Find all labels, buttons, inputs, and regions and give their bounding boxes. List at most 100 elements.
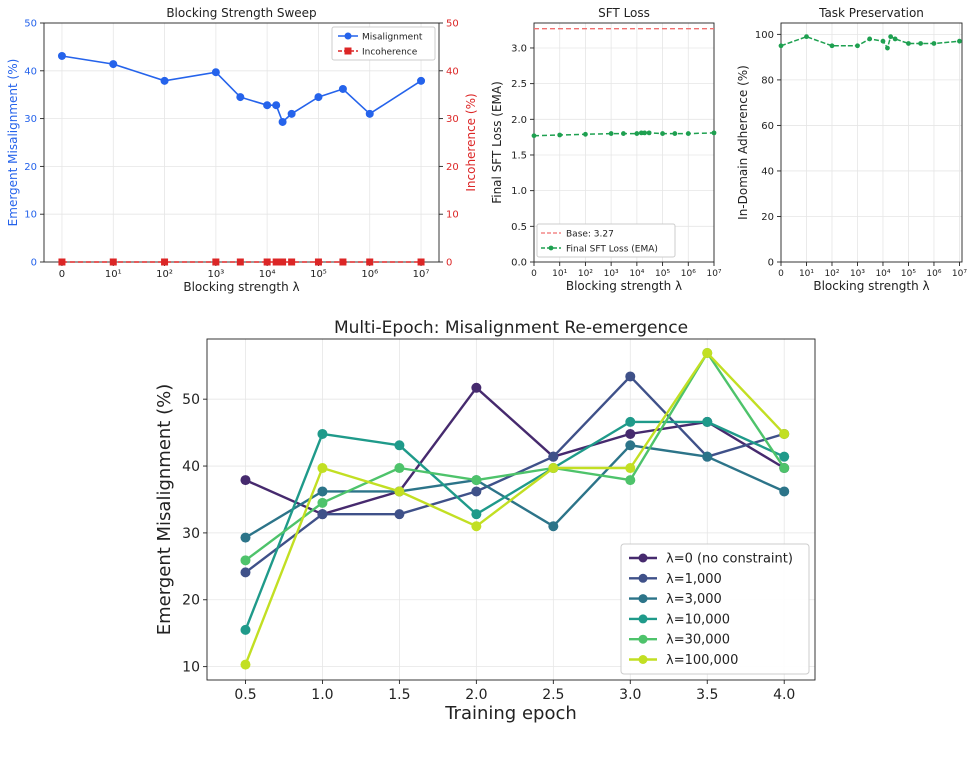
y-tick-label: 40 (182, 459, 200, 475)
series-point (317, 497, 328, 508)
series-point (702, 416, 713, 427)
task-panel: 0 10¹ 10² 10³ 10⁴ 10⁵ 10⁶ 10⁷ 0 20 40 60 80 100 Task P… (736, 6, 967, 293)
sft-loss-point (634, 131, 640, 136)
y-tick-label: 0 (31, 258, 37, 269)
sweep-panel: 0 10¹ 10² 10³ 10⁴ 10⁵ 10⁶ 10⁷ 0 10 20 30 40 50 Blockin… (6, 6, 478, 294)
legend-marker (638, 553, 648, 563)
legend-label: Final SFT Loss (EMA) (566, 245, 658, 255)
adherence-point (880, 38, 886, 44)
series-point (625, 463, 636, 474)
incoherence-point (272, 258, 280, 266)
x-tick-label: 10³ (207, 269, 224, 280)
y-tick-label: 10 (24, 210, 37, 221)
legend-marker (638, 594, 648, 604)
incoherence-point (339, 258, 347, 266)
series-point (548, 463, 559, 474)
series-point (779, 451, 790, 462)
adherence-point (778, 43, 784, 49)
legend-marker (638, 573, 648, 583)
x-tick-label: 10⁴ (259, 269, 276, 280)
x-tick-label: 10⁶ (361, 269, 378, 280)
incoherence-point (109, 258, 117, 266)
legend-label: λ=1,000 (666, 572, 722, 587)
legend-box (536, 223, 676, 258)
y-tick-label: 2.5 (511, 79, 527, 90)
y-axis-label: In-Domain Adherence (%) (736, 65, 750, 220)
legend-label: λ=30,000 (666, 633, 730, 648)
series-point (625, 428, 636, 439)
y-tick-label: 30 (182, 526, 200, 542)
adherence-point (957, 38, 962, 44)
x-tick-label: 10¹ (552, 269, 567, 279)
incoherence-point (236, 258, 244, 266)
x-tick-label: 10⁴ (875, 269, 890, 279)
x-tick-label: 10⁶ (926, 269, 941, 279)
x-tick-label: 10¹ (799, 269, 814, 279)
adherence-point (918, 41, 924, 46)
sft-loss-point (642, 130, 647, 136)
misalignment-point (278, 117, 287, 126)
y-tick-label: 10 (182, 660, 200, 676)
incoherence-point (366, 258, 374, 266)
x-tick-label: 0 (778, 269, 784, 279)
sft-loss-point (531, 133, 537, 139)
misalignment-point (338, 84, 347, 93)
x-tick-label: 10¹ (105, 269, 122, 280)
x-tick-label: 2.5 (542, 687, 564, 703)
y2-tick-label: 50 (446, 19, 459, 30)
legend-marker (548, 245, 554, 251)
y-tick-label: 3.0 (511, 43, 527, 54)
legend: Misalignment Incoherence (331, 26, 436, 61)
incoherence-point (263, 258, 271, 266)
chart-title: Task Preservation (818, 6, 924, 20)
series-point (471, 475, 482, 486)
legend-marker (344, 47, 352, 55)
x-tick-label: 10⁵ (310, 269, 327, 280)
series-point (625, 440, 636, 451)
x-tick-label: 4.0 (773, 687, 795, 703)
adherence-point (804, 34, 809, 40)
x-tick-label: 10⁷ (706, 269, 721, 279)
x-tick-label: 2.0 (465, 687, 487, 703)
y2-tick-label: 0 (446, 258, 452, 269)
legend: Base: 3.27 Final SFT Loss (EMA) (536, 223, 676, 258)
adherence-point (885, 45, 890, 51)
x-tick-label: 10⁵ (901, 269, 916, 279)
legend-label: λ=0 (no constraint) (666, 552, 793, 567)
x-tick-label: 10⁷ (952, 269, 967, 279)
misalignment-point (365, 109, 374, 118)
sft-loss-point (583, 131, 588, 137)
series-point (548, 521, 559, 532)
x-tick-label: 10⁴ (629, 269, 644, 279)
misalignment-point (109, 60, 118, 69)
x-tick-label: 0.5 (234, 687, 256, 703)
series-point (317, 463, 328, 474)
y-tick-label: 2.0 (511, 115, 527, 126)
legend-label: λ=3,000 (666, 592, 722, 607)
adherence-point (906, 41, 911, 46)
series-line (244, 351, 786, 666)
legend-marker (344, 32, 352, 40)
series-point (394, 486, 405, 497)
incoherence-point (288, 258, 296, 266)
series-point (779, 428, 790, 439)
legend-label: λ=100,000 (666, 653, 738, 668)
x-tick-label: 1.5 (388, 687, 410, 703)
sft-loss-point (660, 131, 665, 136)
x-tick-label: 10² (824, 269, 839, 279)
x-tick-label: 10⁶ (681, 269, 696, 279)
sft-panel: 0 10¹ 10² 10³ 10⁴ 10⁵ 10⁶ 10⁷ 0.0 0.5 1.0 1.5 2.0 2.5… (490, 6, 722, 293)
x-tick-label: 3.0 (619, 687, 641, 703)
x-tick-label: 10³ (604, 269, 619, 279)
plot-frame (533, 22, 715, 263)
chart-title: Multi-Epoch: Misalignment Re-emergence (334, 318, 688, 338)
series-point (702, 348, 713, 359)
series-point (548, 451, 559, 462)
sft-loss-point (557, 132, 563, 138)
series-point (471, 509, 482, 520)
y-tick-label: 20 (761, 212, 774, 223)
y-tick-label: 0.5 (511, 222, 527, 233)
y-tick-label: 1.0 (511, 186, 527, 197)
plot-frame (206, 338, 816, 681)
